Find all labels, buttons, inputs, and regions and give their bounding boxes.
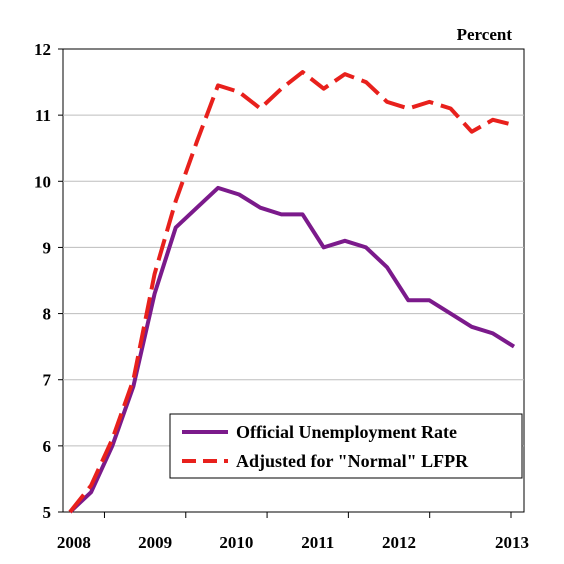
x-axis: 2008 2009 2010 2011 2012 2013 (57, 512, 529, 552)
y-tick-label: 11 (35, 106, 51, 125)
y-axis: 5 6 7 8 9 10 11 12 (34, 40, 63, 522)
x-tick-label: 2011 (301, 533, 334, 552)
x-tick-label: 2010 (219, 533, 253, 552)
series-line-official (68, 185, 516, 514)
x-tick-label: 2009 (138, 533, 172, 552)
y-tick-label: 5 (43, 503, 52, 522)
y-tick-label: 8 (43, 305, 52, 324)
legend-box (169, 413, 523, 479)
legend-label-adjusted: Adjusted for "Normal" LFPR (236, 451, 469, 471)
x-tick-label: 2012 (382, 533, 416, 552)
x-tick-label: 2008 (57, 533, 91, 552)
x-tick-label: 2013 (495, 533, 529, 552)
y-unit-label: Percent (457, 25, 513, 44)
y-tick-label: 10 (34, 172, 51, 191)
series-lines (68, 70, 516, 514)
series-line-adjusted (68, 70, 515, 514)
legend: Official Unemployment Rate Adjusted for … (169, 413, 523, 479)
y-tick-label: 12 (34, 40, 51, 59)
legend-label-official: Official Unemployment Rate (236, 422, 457, 442)
y-tick-label: 7 (43, 371, 52, 390)
y-tick-label: 9 (43, 238, 52, 257)
y-tick-label: 6 (43, 437, 52, 456)
